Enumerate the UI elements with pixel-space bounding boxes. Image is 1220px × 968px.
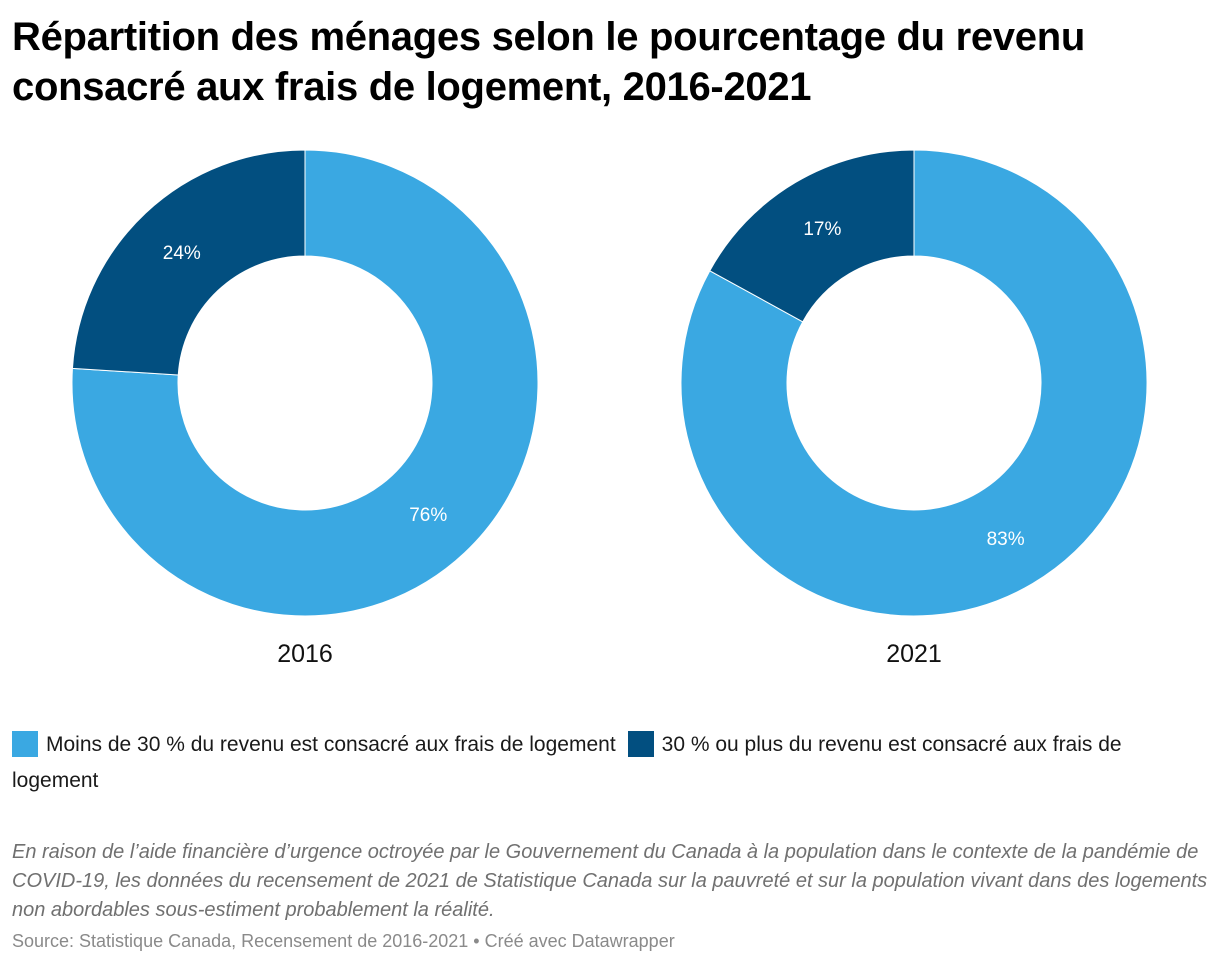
legend-swatch-light [12,731,38,757]
source-line: Source: Statistique Canada, Recensement … [12,931,675,951]
donut-slice-2021-below-30 [680,149,1148,617]
donut-slice-2016-30-plus [71,149,306,376]
footnote: En raison de l’aide financière d’urgence… [12,841,1208,921]
donut-year-label-2016: 2016 [277,640,333,668]
legend-item-below-30: Moins de 30 % du revenu est consacré aux… [12,731,616,757]
legend: Moins de 30 % du revenu est consacré aux… [12,727,1208,799]
chart-title: Répartition des ménages selon le pourcen… [12,15,1085,109]
donut-charts: 76% 24% 2016 83% 17% 2021 [71,149,1148,668]
slice-label-2016-below-30: 76% [409,505,447,526]
legend-item-30-plus: 30 % ou plus du revenu est consacré aux … [12,731,1122,792]
legend-swatch-dark [627,731,654,757]
donut-year-label-2021: 2021 [886,640,942,668]
slice-label-2021-below-30: 83% [987,529,1025,550]
legend-label-30-plus: 30 % ou plus du revenu est consacré aux … [12,733,1122,792]
slice-label-2021-30-plus: 17% [803,219,841,240]
donut-slice-2016-below-30 [71,149,539,617]
slice-label-2016-30-plus: 24% [163,243,201,264]
donut-slice-2021-30-plus [709,149,915,323]
legend-label-below-30: Moins de 30 % du revenu est consacré aux… [46,733,616,756]
